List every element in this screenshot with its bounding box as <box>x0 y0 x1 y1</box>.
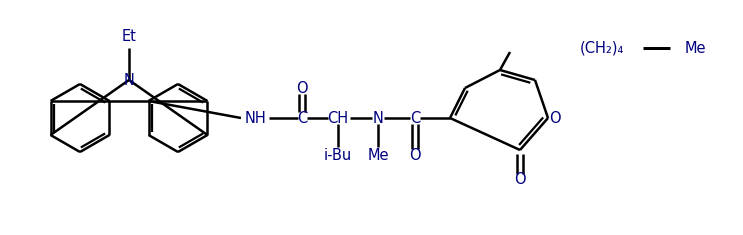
Text: (CH₂)₄: (CH₂)₄ <box>580 40 624 55</box>
Text: C: C <box>410 110 420 125</box>
Text: O: O <box>514 172 526 188</box>
Text: Et: Et <box>122 29 137 44</box>
Text: O: O <box>296 81 308 95</box>
Text: NH: NH <box>244 110 266 125</box>
Text: O: O <box>549 110 561 125</box>
Text: CH: CH <box>328 110 348 125</box>
Text: O: O <box>409 148 421 162</box>
Text: Me: Me <box>685 40 707 55</box>
Text: N: N <box>123 73 134 87</box>
Text: N: N <box>372 110 383 125</box>
Text: i-Bu: i-Bu <box>324 148 352 162</box>
Text: Me: Me <box>367 148 389 162</box>
Text: C: C <box>297 110 307 125</box>
